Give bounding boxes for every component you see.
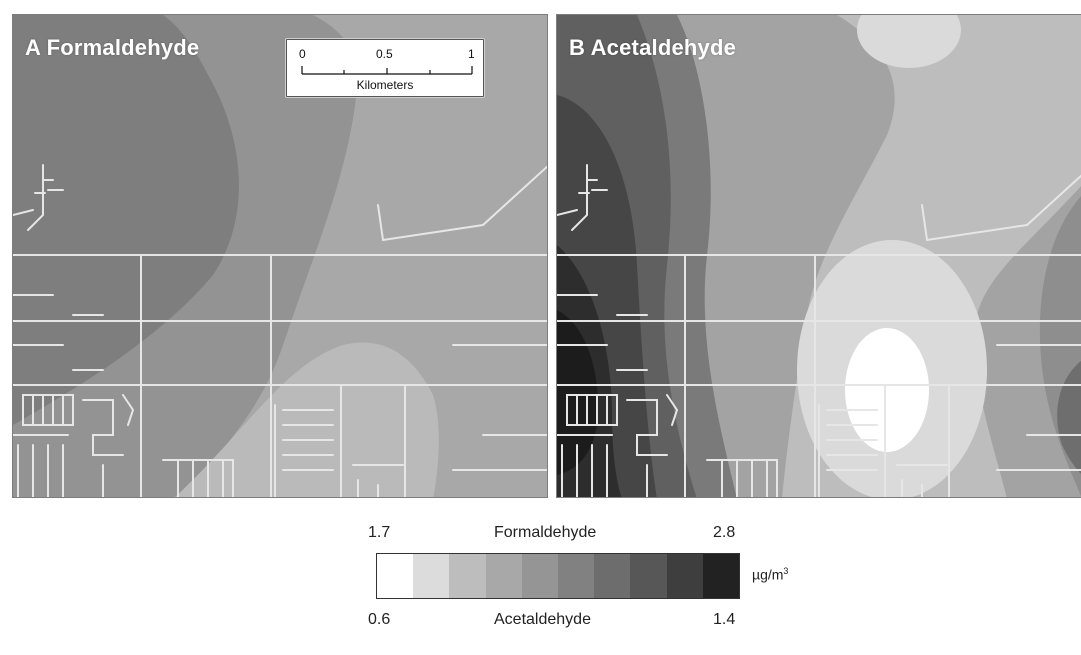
legend-swatch-6	[558, 554, 595, 598]
legend-swatch-10	[702, 554, 740, 598]
legend-swatch-4	[485, 554, 522, 598]
legend-swatch-2	[413, 554, 450, 598]
road-network	[557, 164, 1081, 497]
legend-formaldehyde-max: 2.8	[713, 524, 736, 541]
legend-acetaldehyde-max: 1.4	[713, 611, 736, 628]
legend-swatch-8	[630, 554, 667, 598]
legend-formaldehyde-name: Formaldehyde	[494, 524, 597, 541]
acetaldehyde-map-panel: B Acetaldehyde	[556, 14, 1081, 498]
legend-unit-base: µg/m	[752, 566, 784, 583]
contour-level-5	[557, 310, 598, 475]
scale-tick-1: 1	[468, 47, 475, 61]
legend-swatch-9	[666, 554, 703, 598]
scale-tick-half: 0.5	[376, 47, 393, 61]
scale-unit: Kilometers	[356, 78, 414, 92]
contour-top-highlight	[857, 15, 961, 68]
contour-right-darker	[1057, 360, 1081, 474]
scale-bar: 0 0.5 1 Kilometers	[286, 39, 484, 97]
legend-acetaldehyde-min: 0.6	[368, 611, 391, 628]
legend-swatch-3	[449, 554, 486, 598]
legend-color-ramp	[376, 553, 740, 599]
contour-hotspot-inner	[845, 328, 929, 452]
scale-bar-graphic	[301, 66, 473, 75]
panel-b-label: B Acetaldehyde	[569, 35, 737, 60]
road-network	[13, 164, 547, 497]
legend-formaldehyde-min: 1.7	[368, 524, 391, 541]
legend-swatch-1	[377, 554, 414, 598]
formaldehyde-map-panel: A Formaldehyde 0 0.5 1 Kilometers	[12, 14, 548, 498]
legend-acetaldehyde-name: Acetaldehyde	[494, 611, 591, 628]
legend-swatch-7	[594, 554, 631, 598]
contour-lighter	[175, 342, 439, 497]
legend-unit-exponent: 3	[783, 566, 789, 576]
legend-unit: µg/m3	[752, 566, 788, 583]
legend-swatch-5	[521, 554, 559, 598]
acetaldehyde-map	[557, 15, 1081, 497]
scale-tick-0: 0	[299, 47, 306, 61]
panel-a-label: A Formaldehyde	[25, 35, 200, 60]
